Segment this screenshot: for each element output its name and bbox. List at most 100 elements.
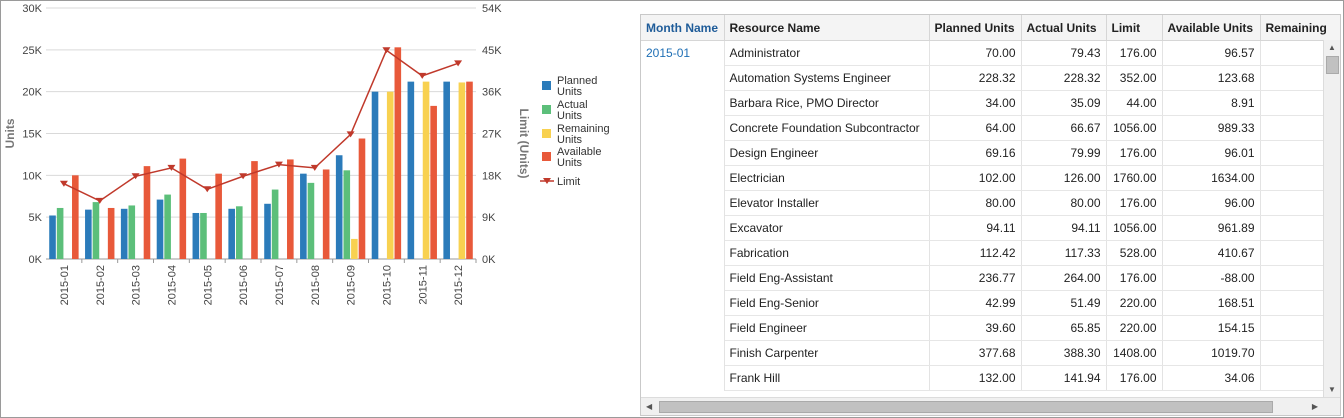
actual-units-cell: 126.00 xyxy=(1021,165,1107,191)
bar-available-units[interactable] xyxy=(430,105,437,259)
legend-label[interactable]: Available Units xyxy=(557,146,601,169)
available-units-cell: 8.91 xyxy=(1162,90,1261,116)
y-tick-label: 20K xyxy=(22,87,42,99)
bar-planned-units[interactable] xyxy=(443,81,450,259)
bar-remaining-units[interactable] xyxy=(386,91,394,260)
legend-label[interactable]: Remaining Units xyxy=(557,123,610,146)
horizontal-scroll-thumb[interactable] xyxy=(659,401,1273,413)
actual-units-cell: 228.32 xyxy=(1021,65,1107,91)
bar-planned-units[interactable] xyxy=(300,173,307,259)
bar-actual-units[interactable] xyxy=(164,194,171,259)
horizontal-scrollbar[interactable]: ◀ ▶ xyxy=(641,397,1340,415)
column-header-remaining[interactable]: Remaining xyxy=(1260,15,1340,41)
column-header-resource-name[interactable]: Resource Name xyxy=(724,15,930,41)
table-row: 2015-01 Administrator 70.00 79.43 176.00 96.5… xyxy=(641,40,1340,391)
bar-planned-units[interactable] xyxy=(192,212,200,259)
vertical-scroll-thumb[interactable] xyxy=(1326,56,1339,74)
column-header-available-units[interactable]: Available Units xyxy=(1162,15,1261,41)
bar-available-units[interactable] xyxy=(322,169,330,259)
bar-available-units[interactable] xyxy=(179,158,187,259)
limit-marker[interactable] xyxy=(346,131,355,138)
table-body: 2015-01 Administrator 70.00 79.43 176.00 96.5… xyxy=(641,40,1340,391)
scroll-right-icon[interactable]: ▶ xyxy=(1311,402,1318,411)
planned-units-cell: 112.42 xyxy=(929,240,1022,266)
column-header-limit[interactable]: Limit xyxy=(1106,15,1163,41)
limit-marker[interactable] xyxy=(454,60,463,67)
legend-label[interactable]: Planned Units xyxy=(557,75,597,98)
legend-label[interactable]: Actual Units xyxy=(557,99,588,122)
bar-actual-units[interactable] xyxy=(200,212,207,259)
limit-marker[interactable] xyxy=(59,180,68,187)
column-header-month-name[interactable]: Month Name xyxy=(641,15,725,41)
bar-actual-units[interactable] xyxy=(307,182,315,259)
available-units-cell: 34.06 xyxy=(1162,365,1261,391)
column-header-planned-units[interactable]: Planned Units xyxy=(929,15,1022,41)
resource-name-cell: Administrator xyxy=(724,40,930,66)
legend-label[interactable]: Limit xyxy=(557,176,580,188)
x-tick-label: 2015-06 xyxy=(238,265,250,305)
available-units-cell: 168.51 xyxy=(1162,290,1261,316)
limit-marker[interactable] xyxy=(95,197,104,204)
limit-line xyxy=(63,49,459,202)
bar-actual-units[interactable] xyxy=(56,207,64,259)
limit-marker[interactable] xyxy=(131,173,140,180)
legend-swatch xyxy=(542,105,551,114)
actual-units-cell: 79.43 xyxy=(1021,40,1107,66)
bar-available-units[interactable] xyxy=(358,138,366,259)
planned-units-cell: 39.60 xyxy=(929,315,1022,341)
limit-marker[interactable] xyxy=(203,186,212,193)
column-header-actual-units[interactable]: Actual Units xyxy=(1021,15,1107,41)
bar-actual-units[interactable] xyxy=(92,202,100,259)
bar-remaining-units[interactable] xyxy=(422,81,430,259)
actual-units-cell: 79.99 xyxy=(1021,140,1107,166)
bar-actual-units[interactable] xyxy=(343,170,351,259)
bar-available-units[interactable] xyxy=(394,47,402,259)
month-name-cell[interactable]: 2015-01 xyxy=(641,40,725,391)
bar-actual-units[interactable] xyxy=(235,206,243,259)
planned-units-cell: 228.32 xyxy=(929,65,1022,91)
bar-planned-units[interactable] xyxy=(85,209,92,259)
resource-name-cell: Barbara Rice, PMO Director xyxy=(724,90,930,116)
resource-name-cell: Finish Carpenter xyxy=(724,340,930,366)
bar-available-units[interactable] xyxy=(251,161,258,259)
bar-available-units[interactable] xyxy=(72,175,79,259)
vertical-scrollbar[interactable]: ▲ ▼ xyxy=(1323,40,1340,397)
bar-planned-units[interactable] xyxy=(49,215,56,259)
bar-planned-units[interactable] xyxy=(335,155,343,259)
bar-remaining-units[interactable] xyxy=(458,82,466,259)
y2-tick-label: 9K xyxy=(482,212,496,224)
bar-available-units[interactable] xyxy=(287,159,294,259)
limit-cell: 44.00 xyxy=(1106,90,1163,116)
bar-planned-units[interactable] xyxy=(264,203,271,259)
scroll-down-icon[interactable]: ▼ xyxy=(1328,385,1336,394)
bar-planned-units[interactable] xyxy=(156,199,164,259)
limit-marker[interactable] xyxy=(167,164,176,171)
scroll-left-icon[interactable]: ◀ xyxy=(646,402,653,411)
bar-planned-units[interactable] xyxy=(120,208,128,259)
resource-name-cell: Excavator xyxy=(724,215,930,241)
limit-cell: 176.00 xyxy=(1106,190,1163,216)
bar-planned-units[interactable] xyxy=(407,81,415,259)
resource-name-cell: Elevator Installer xyxy=(724,190,930,216)
bar-available-units[interactable] xyxy=(466,81,473,259)
available-units-cell: 410.67 xyxy=(1162,240,1261,266)
scroll-up-icon[interactable]: ▲ xyxy=(1328,43,1336,52)
bar-available-units[interactable] xyxy=(215,173,222,259)
table-row: Frank Hill 132.00 141.94 176.00 34.06 xyxy=(641,365,1340,391)
planned-units-cell: 94.11 xyxy=(929,215,1022,241)
limit-marker[interactable] xyxy=(274,161,283,168)
x-tick-label: 2015-08 xyxy=(310,265,322,305)
limit-marker[interactable] xyxy=(418,72,427,79)
bar-actual-units[interactable] xyxy=(128,205,136,259)
bar-available-units[interactable] xyxy=(107,207,115,259)
bar-remaining-units[interactable] xyxy=(351,238,358,259)
bar-available-units[interactable] xyxy=(143,166,151,259)
bar-planned-units[interactable] xyxy=(228,208,235,259)
actual-units-cell: 141.94 xyxy=(1021,365,1107,391)
limit-marker[interactable] xyxy=(239,173,248,180)
limit-marker[interactable] xyxy=(382,47,391,54)
bar-actual-units[interactable] xyxy=(271,189,279,259)
limit-marker[interactable] xyxy=(310,164,319,171)
bar-planned-units[interactable] xyxy=(371,91,379,260)
limit-cell: 528.00 xyxy=(1106,240,1163,266)
